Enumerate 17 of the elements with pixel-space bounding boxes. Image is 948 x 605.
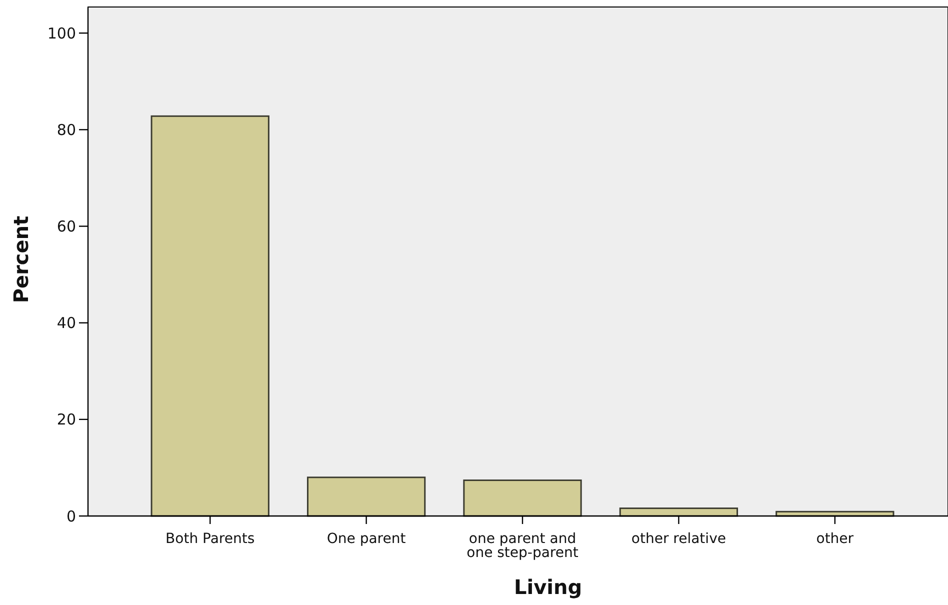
y-tick-label: 100 [47,24,76,42]
bar [150,115,270,517]
y-tick-label: 40 [56,314,76,332]
x-tick-label: One parent [326,531,406,547]
bar [463,480,582,517]
y-tick-label: 60 [56,217,76,236]
bar [619,508,738,517]
y-axis-title: Percent [9,215,33,304]
x-tick-label: one parent and one step-parent [466,531,579,561]
y-tick-label: 0 [66,507,76,526]
x-axis-title: Living [514,575,582,599]
x-tick-label: Both Parents [166,531,255,547]
x-tick-label: other relative [631,531,726,547]
y-tick-label: 20 [56,410,76,429]
bar [306,476,426,517]
x-tick-label: other [816,531,854,547]
y-tick-label: 80 [56,120,76,139]
